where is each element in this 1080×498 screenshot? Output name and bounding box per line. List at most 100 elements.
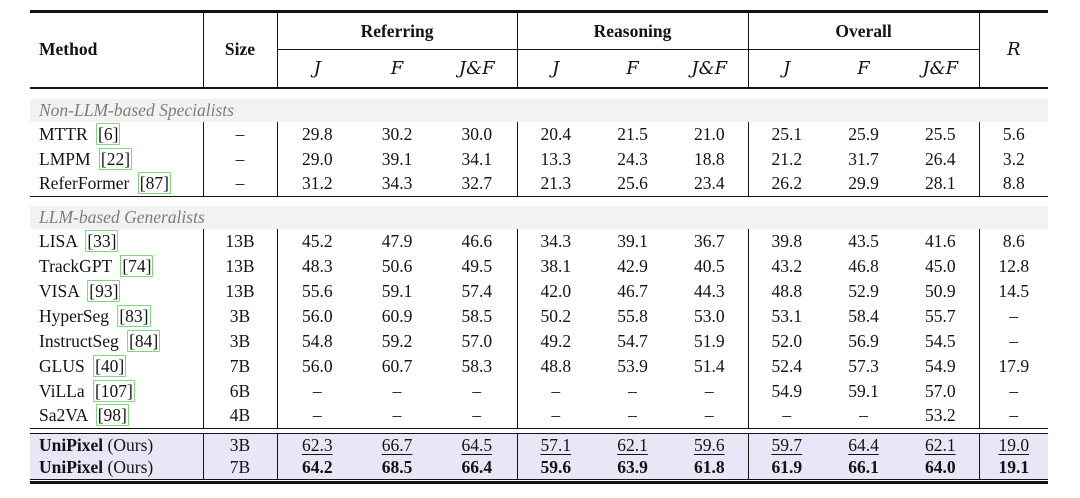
method-name: UniPixel — [39, 457, 104, 478]
citation-link[interactable]: [84] — [127, 329, 161, 352]
benchmark-table: Method Size Referring Reasoning Overall … — [30, 10, 1049, 484]
section-row: Non-LLM-based Specialists — [30, 98, 1049, 122]
robustness-cell: 5.6 — [978, 121, 1049, 147]
method-cell: HyperSeg [83] — [30, 304, 203, 329]
spacer-row — [30, 88, 1048, 99]
col-header-referring-f: F — [357, 49, 437, 89]
metric-cell: 68.5 — [357, 456, 437, 480]
metric-cell: 55.8 — [617, 305, 648, 326]
metric-cell: 13.3 — [516, 146, 595, 172]
metric-cell: 43.5 — [848, 230, 879, 251]
metric-cell: 57.1 — [516, 433, 595, 457]
metric-cell: 55.7 — [924, 305, 956, 326]
metric-cell: 39.8 — [747, 228, 826, 254]
metric-cell: 52.4 — [747, 353, 826, 379]
method-cell: LMPM [22] — [30, 147, 203, 172]
method-cell: VISA [93] — [30, 279, 203, 304]
metric-cell: 59.2 — [381, 330, 413, 351]
metric-cell: 21.3 — [516, 171, 595, 197]
col-group-referring: Referring — [276, 11, 518, 50]
paper-table: Method Size Referring Reasoning Overall … — [30, 10, 1049, 484]
metric-cell: 30.2 — [381, 123, 413, 144]
citation-link[interactable]: [40] — [93, 354, 127, 377]
col-header-referring-jf: J&F — [437, 49, 518, 89]
col-header-method: Method — [30, 11, 203, 89]
citation-link[interactable]: [74] — [120, 254, 154, 277]
metric-cell: 66.1 — [825, 456, 903, 480]
metric-cell: 60.9 — [381, 305, 413, 326]
metric-cell: 58.3 — [461, 355, 493, 376]
metric-cell: 52.0 — [747, 328, 826, 354]
citation-link[interactable]: [83] — [117, 304, 151, 327]
metric-cell: – — [516, 403, 595, 429]
metric-cell: – — [392, 405, 402, 426]
metric-cell: 25.1 — [747, 121, 826, 147]
method-cell: LISA [33] — [30, 229, 203, 254]
method-suffix: (Ours) — [107, 457, 154, 478]
metric-cell: 51.4 — [693, 355, 725, 376]
metric-cell: 31.2 — [276, 171, 357, 197]
table-row: MTTR [6] – 29.8 30.2 30.0 20.4 21.5 21.0… — [30, 121, 1049, 147]
robustness-cell: 8.8 — [978, 171, 1049, 197]
col-header-overall-j: J — [747, 49, 826, 89]
robustness-cell: 19.1 — [978, 456, 1049, 480]
metric-cell: 57.0 — [461, 330, 493, 351]
robustness-cell: 12.8 — [978, 253, 1049, 279]
metric-cell: 48.3 — [276, 253, 357, 279]
robustness-cell: – — [978, 378, 1049, 404]
robustness-cell: – — [978, 303, 1049, 329]
robustness-cell: 8.6 — [978, 228, 1049, 254]
method-cell: ReferFormer [87] — [30, 172, 203, 197]
metric-cell: – — [628, 380, 637, 401]
citation-link[interactable]: [22] — [98, 147, 133, 170]
metric-cell: – — [472, 380, 482, 401]
citation-link[interactable]: [6] — [96, 122, 121, 145]
method-cell: MTTR [6] — [30, 122, 203, 147]
metric-cell: 51.9 — [693, 330, 725, 351]
metric-cell: – — [276, 378, 357, 404]
size-cell: 13B — [202, 228, 277, 254]
citation-link[interactable]: [98] — [95, 404, 129, 427]
citation-link[interactable]: [107] — [92, 379, 135, 402]
size-cell: 4B — [202, 403, 277, 429]
method-cell: TrackGPT [74] — [30, 254, 203, 279]
highlight-row: UniPixel (Ours) 7B 64.2 68.5 66.4 59.6 6… — [30, 456, 1049, 480]
metric-cell: 56.0 — [276, 303, 357, 329]
metric-cell: 34.3 — [516, 228, 595, 254]
rule-row — [30, 428, 1049, 434]
metric-cell: 20.4 — [516, 121, 595, 147]
method-name: HyperSeg — [39, 305, 109, 326]
metric-cell: 26.2 — [747, 171, 826, 197]
citation-link[interactable]: [87] — [137, 172, 171, 195]
table-row: LMPM [22] – 29.0 39.1 34.1 13.3 24.3 18.… — [30, 146, 1049, 172]
col-header-size: Size — [202, 11, 277, 89]
col-header-reasoning-f: F — [594, 49, 672, 89]
citation-link[interactable]: [93] — [87, 279, 121, 302]
metric-cell: 58.5 — [461, 305, 493, 326]
method-cell: GLUS [40] — [30, 354, 203, 379]
metric-cell: 44.3 — [693, 280, 725, 301]
metric-cell: 64.0 — [902, 456, 980, 480]
col-header-referring-j: J — [276, 49, 357, 89]
robustness-cell: 14.5 — [978, 278, 1049, 304]
size-cell: – — [202, 121, 277, 147]
table-body: Non-LLM-based Specialists MTTR [6] – 29.… — [30, 88, 1049, 484]
metric-cell: 59.1 — [848, 380, 879, 401]
metric-cell: 46.6 — [461, 230, 493, 251]
metric-cell: 62.3 — [276, 433, 357, 457]
method-name: UniPixel — [39, 434, 104, 455]
metric-cell: 49.5 — [461, 255, 493, 276]
metric-cell: 21.0 — [693, 123, 725, 144]
metric-cell: 59.6 — [671, 433, 749, 457]
section-header: LLM-based Generalists — [30, 205, 1049, 229]
metric-cell: 50.9 — [924, 280, 956, 301]
metric-cell: 62.1 — [594, 433, 672, 457]
size-cell: 3B — [202, 303, 277, 329]
metric-cell: 46.7 — [617, 280, 648, 301]
metric-cell: 41.6 — [924, 230, 956, 251]
citation-link[interactable]: [33] — [85, 229, 119, 252]
metric-cell: 66.4 — [437, 456, 518, 480]
method-name: MTTR — [39, 123, 88, 144]
method-suffix: (Ours) — [107, 434, 154, 455]
metric-cell: 53.2 — [924, 405, 956, 426]
